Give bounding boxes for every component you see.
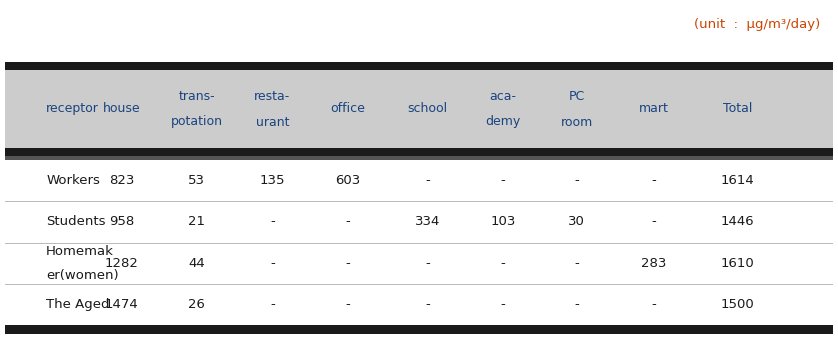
Text: resta-: resta- bbox=[254, 89, 291, 103]
FancyBboxPatch shape bbox=[5, 242, 833, 243]
Text: 30: 30 bbox=[568, 216, 585, 228]
Text: 603: 603 bbox=[335, 174, 360, 187]
Text: 44: 44 bbox=[189, 257, 205, 270]
Text: office: office bbox=[330, 103, 365, 116]
Text: -: - bbox=[345, 257, 350, 270]
FancyBboxPatch shape bbox=[5, 156, 833, 160]
Text: 26: 26 bbox=[189, 298, 205, 311]
Text: school: school bbox=[407, 103, 447, 116]
Text: er(women): er(women) bbox=[46, 269, 119, 282]
Text: urant: urant bbox=[256, 116, 289, 129]
Text: -: - bbox=[574, 298, 579, 311]
Text: -: - bbox=[345, 216, 350, 228]
Text: 135: 135 bbox=[260, 174, 285, 187]
Text: -: - bbox=[574, 174, 579, 187]
Text: 1446: 1446 bbox=[721, 216, 754, 228]
Text: -: - bbox=[425, 174, 430, 187]
Text: aca-: aca- bbox=[489, 89, 516, 103]
Text: -: - bbox=[651, 298, 656, 311]
FancyBboxPatch shape bbox=[5, 62, 833, 70]
Text: 1610: 1610 bbox=[721, 257, 754, 270]
Text: 53: 53 bbox=[189, 174, 205, 187]
Text: PC: PC bbox=[568, 89, 585, 103]
Text: 334: 334 bbox=[415, 216, 440, 228]
Text: house: house bbox=[103, 103, 140, 116]
Text: 1614: 1614 bbox=[721, 174, 754, 187]
FancyBboxPatch shape bbox=[5, 284, 833, 285]
Text: 21: 21 bbox=[189, 216, 205, 228]
Text: 1282: 1282 bbox=[105, 257, 138, 270]
Text: -: - bbox=[425, 298, 430, 311]
FancyBboxPatch shape bbox=[5, 325, 833, 334]
Text: -: - bbox=[500, 174, 505, 187]
Text: -: - bbox=[500, 298, 505, 311]
FancyBboxPatch shape bbox=[5, 201, 833, 202]
Text: -: - bbox=[500, 257, 505, 270]
FancyBboxPatch shape bbox=[5, 70, 833, 148]
Text: -: - bbox=[425, 257, 430, 270]
Text: -: - bbox=[270, 298, 275, 311]
Text: -: - bbox=[345, 298, 350, 311]
Text: potation: potation bbox=[171, 116, 223, 129]
Text: Students: Students bbox=[46, 216, 106, 228]
Text: 1474: 1474 bbox=[105, 298, 138, 311]
Text: mart: mart bbox=[639, 103, 669, 116]
Text: 103: 103 bbox=[490, 216, 515, 228]
Text: demy: demy bbox=[485, 116, 520, 129]
Text: Workers: Workers bbox=[46, 174, 100, 187]
Text: -: - bbox=[270, 216, 275, 228]
Text: 823: 823 bbox=[109, 174, 134, 187]
Text: The Aged: The Aged bbox=[46, 298, 110, 311]
Text: -: - bbox=[651, 216, 656, 228]
Text: 1500: 1500 bbox=[721, 298, 754, 311]
Text: room: room bbox=[561, 116, 592, 129]
Text: 958: 958 bbox=[109, 216, 134, 228]
Text: -: - bbox=[574, 257, 579, 270]
Text: Total: Total bbox=[722, 103, 753, 116]
Text: trans-: trans- bbox=[178, 89, 215, 103]
FancyBboxPatch shape bbox=[5, 148, 833, 156]
Text: (unit  :  μg/m³/day): (unit : μg/m³/day) bbox=[694, 18, 820, 31]
Text: receptor: receptor bbox=[46, 103, 99, 116]
Text: -: - bbox=[270, 257, 275, 270]
Text: Homemak: Homemak bbox=[46, 244, 114, 257]
Text: -: - bbox=[651, 174, 656, 187]
Text: 283: 283 bbox=[641, 257, 666, 270]
